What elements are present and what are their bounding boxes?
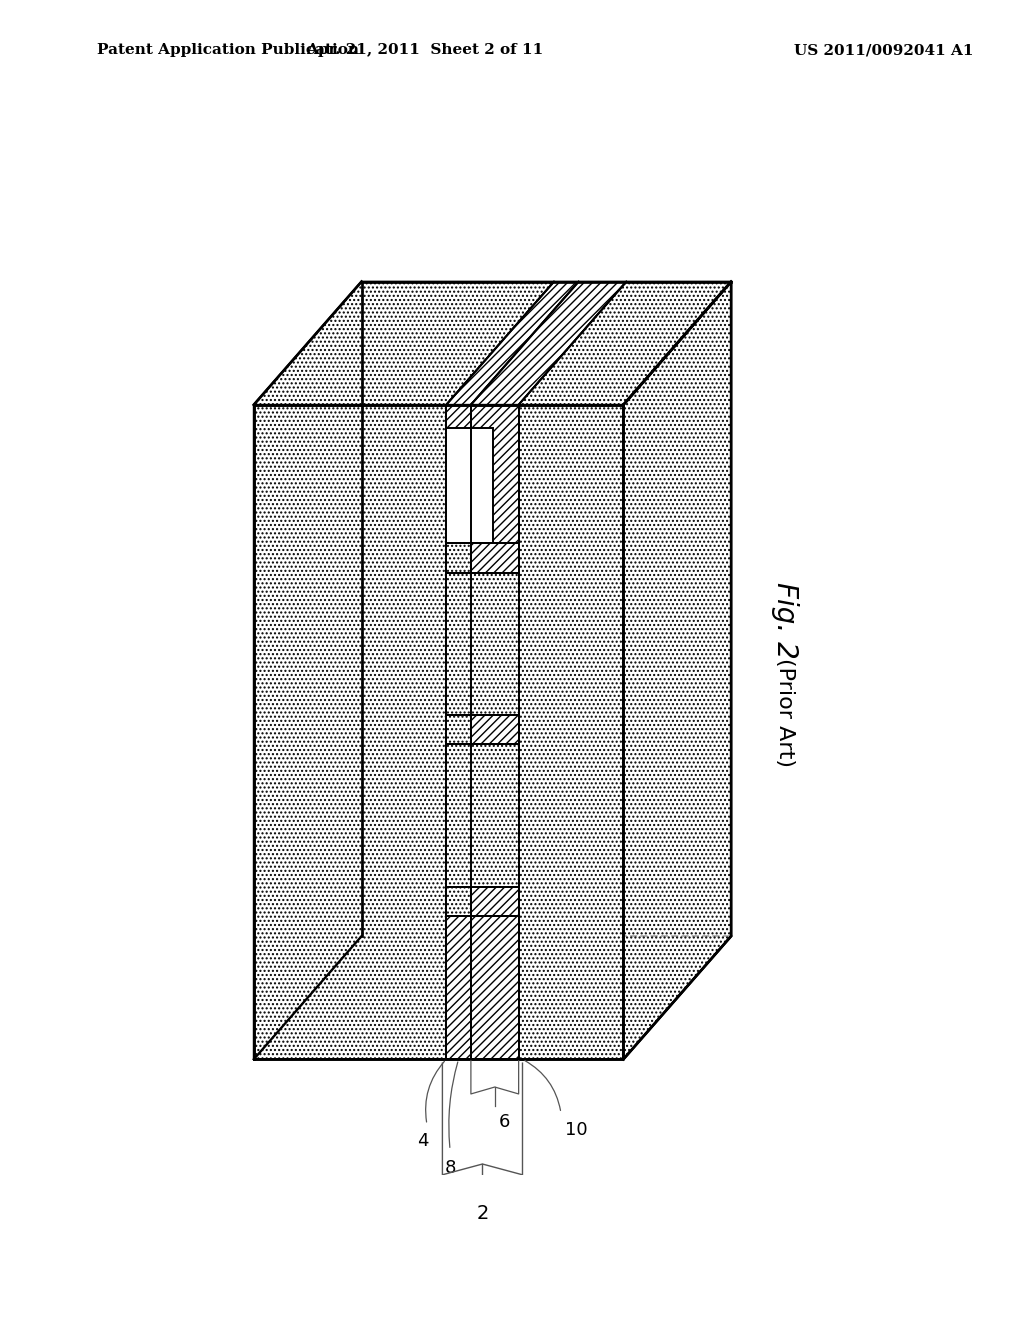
Text: 8: 8 [444, 1159, 456, 1177]
Text: (Prior Art): (Prior Art) [775, 659, 795, 767]
Text: Fig. 2: Fig. 2 [771, 582, 799, 659]
Text: US 2011/0092041 A1: US 2011/0092041 A1 [794, 44, 973, 57]
Polygon shape [518, 281, 731, 405]
Polygon shape [471, 544, 518, 573]
Text: 6: 6 [499, 1113, 510, 1131]
Polygon shape [624, 281, 731, 1059]
Text: Apr. 21, 2011  Sheet 2 of 11: Apr. 21, 2011 Sheet 2 of 11 [306, 44, 544, 57]
Polygon shape [471, 405, 518, 1059]
Polygon shape [446, 573, 518, 715]
Polygon shape [471, 715, 518, 744]
Polygon shape [446, 281, 579, 405]
Polygon shape [254, 281, 554, 405]
Polygon shape [446, 744, 518, 887]
Polygon shape [518, 405, 624, 1059]
Text: 4: 4 [418, 1133, 429, 1151]
Polygon shape [471, 887, 518, 916]
Polygon shape [471, 281, 627, 405]
Text: 10: 10 [565, 1121, 588, 1139]
Polygon shape [446, 715, 471, 744]
Polygon shape [254, 281, 361, 1059]
Text: Patent Application Publication: Patent Application Publication [97, 44, 359, 57]
Polygon shape [446, 887, 471, 916]
Text: 2: 2 [476, 1204, 488, 1224]
Polygon shape [446, 428, 494, 544]
Polygon shape [254, 405, 446, 1059]
Polygon shape [446, 405, 471, 1059]
Polygon shape [446, 544, 471, 573]
